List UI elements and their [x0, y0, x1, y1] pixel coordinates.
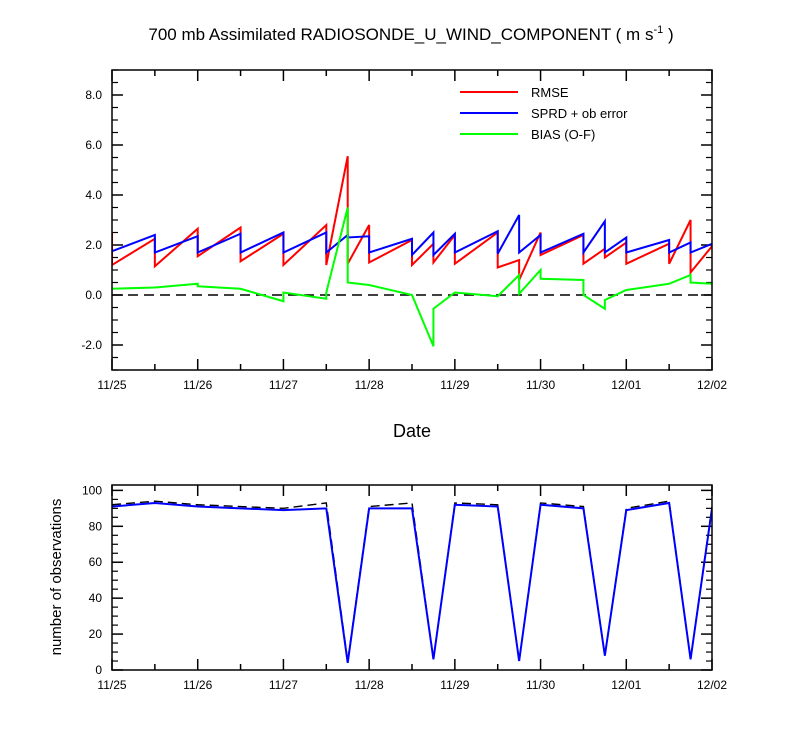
- series-line-observations-used: [112, 501, 712, 663]
- bottom-y-tick-label: 0: [95, 663, 102, 677]
- top-y-tick-label: 4.0: [85, 188, 102, 202]
- bottom-x-tick-label: 12/01: [611, 678, 641, 692]
- bottom-x-tick-label: 11/28: [355, 678, 384, 692]
- chart-title-end: ): [663, 25, 673, 44]
- bottom-x-tick-label: 11/27: [269, 678, 298, 692]
- top-x-tick-label: 11/29: [440, 378, 469, 392]
- bottom-y-tick-label: 20: [89, 627, 103, 641]
- top-y-tick-label: 8.0: [85, 88, 102, 102]
- series-line-bias-o-f: [112, 207, 712, 347]
- chart-title-main: 700 mb Assimilated RADIOSONDE_U_WIND_COM…: [148, 25, 653, 44]
- bottom-plot-frame: [111, 484, 713, 671]
- bottom-series-group: [112, 500, 712, 663]
- top-tick-group: [111, 69, 713, 371]
- y-axis-title-observations: number of observations: [48, 499, 65, 656]
- legend-rmse-label: RMSE: [531, 85, 569, 100]
- series-line-sprd-ob-error: [112, 214, 712, 258]
- top-panel: 11/25 11/26 11/27 11/28 11/29 11/30 12/01 12/02…: [81, 69, 727, 441]
- bottom-y-tick-label: 100: [82, 483, 102, 497]
- bottom-tick-group: [111, 485, 713, 671]
- top-series-group: [112, 156, 712, 347]
- series-line-rmse: [112, 156, 712, 281]
- bottom-x-tick-label: 11/30: [526, 678, 555, 692]
- top-x-tick-label: 11/27: [269, 378, 298, 392]
- top-x-tick-label: 11/30: [526, 378, 555, 392]
- top-x-tick-label: 11/26: [183, 378, 212, 392]
- legend-bias-label: BIAS (O-F): [531, 127, 595, 142]
- top-x-tick-label: 11/25: [97, 378, 126, 392]
- top-x-tick-label: 11/28: [355, 378, 384, 392]
- top-y-tick-label: 6.0: [85, 138, 102, 152]
- top-plot-frame: [111, 69, 713, 371]
- bottom-panel: 11/25 11/26 11/27 11/28 11/29 11/30 12/01 12/02…: [48, 483, 727, 692]
- bottom-x-tick-label: 11/25: [97, 678, 126, 692]
- bottom-y-tick-label: 80: [89, 519, 103, 533]
- legend: RMSE SPRD + ob error BIAS (O-F): [460, 85, 628, 142]
- bottom-y-tick-label: 40: [89, 591, 103, 605]
- chart-title: 700 mb Assimilated RADIOSONDE_U_WIND_COM…: [148, 24, 673, 44]
- x-axis-title: Date: [393, 421, 431, 441]
- bottom-tick-labels: 11/25 11/26 11/27 11/28 11/29 11/30 12/01 12/02…: [82, 483, 727, 692]
- bottom-x-tick-label: 12/02: [697, 678, 727, 692]
- top-y-tick-label: 2.0: [85, 238, 102, 252]
- top-tick-labels: 11/25 11/26 11/27 11/28 11/29 11/30 12/01 12/02…: [81, 88, 727, 392]
- top-y-tick-label: 0.0: [85, 288, 102, 302]
- chart-title-superscript: -1: [653, 24, 663, 36]
- bottom-x-tick-label: 11/26: [183, 678, 212, 692]
- top-x-tick-label: 12/02: [697, 378, 727, 392]
- bottom-y-tick-label: 60: [89, 555, 103, 569]
- top-y-tick-label: -2.0: [81, 338, 102, 352]
- top-x-tick-label: 12/01: [611, 378, 641, 392]
- bottom-x-tick-label: 11/29: [440, 678, 469, 692]
- legend-sprd-label: SPRD + ob error: [531, 106, 628, 121]
- series-line-observations-possible: [112, 500, 712, 662]
